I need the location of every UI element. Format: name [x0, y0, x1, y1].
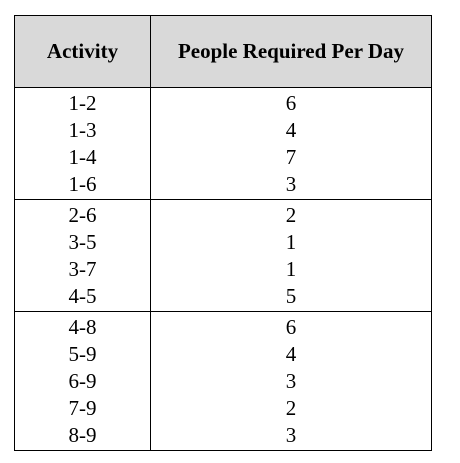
people-cell: 1: [285, 257, 297, 281]
people-cell: 6: [285, 315, 297, 339]
activity-cell: 1-6: [68, 172, 97, 196]
people-column: 6 4 7 3: [151, 88, 431, 199]
activity-cell: 1-3: [68, 118, 97, 142]
row-group-3: 4-8 5-9 6-9 7-9 8-9 6 4 3 2 3: [15, 312, 431, 450]
table-header-row: Activity People Required Per Day: [15, 16, 431, 88]
people-cell: 7: [285, 145, 297, 169]
people-cell: 4: [285, 118, 297, 142]
activity-column: 4-8 5-9 6-9 7-9 8-9: [15, 312, 151, 450]
activity-cell: 8-9: [68, 423, 97, 447]
header-activity: Activity: [15, 16, 151, 87]
activity-cell: 5-9: [68, 342, 97, 366]
activity-cell: 3-5: [68, 230, 97, 254]
activity-cell: 1-4: [68, 145, 97, 169]
people-cell: 3: [285, 423, 297, 447]
activity-cell: 1-2: [68, 91, 97, 115]
people-column: 6 4 3 2 3: [151, 312, 431, 450]
people-cell: 2: [285, 396, 297, 420]
activity-cell: 7-9: [68, 396, 97, 420]
people-column: 2 1 1 5: [151, 200, 431, 311]
activity-cell: 6-9: [68, 369, 97, 393]
row-group-2: 2-6 3-5 3-7 4-5 2 1 1 5: [15, 200, 431, 312]
activity-column: 2-6 3-5 3-7 4-5: [15, 200, 151, 311]
people-cell: 6: [285, 91, 297, 115]
row-group-1: 1-2 1-3 1-4 1-6 6 4 7 3: [15, 88, 431, 200]
activity-cell: 4-8: [68, 315, 97, 339]
people-cell: 3: [285, 369, 297, 393]
activity-cell: 2-6: [68, 203, 97, 227]
people-cell: 5: [285, 284, 297, 308]
activity-cell: 4-5: [68, 284, 97, 308]
activity-cell: 3-7: [68, 257, 97, 281]
activity-table: Activity People Required Per Day 1-2 1-3…: [14, 15, 432, 451]
activity-column: 1-2 1-3 1-4 1-6: [15, 88, 151, 199]
header-people-required: People Required Per Day: [177, 39, 405, 63]
people-cell: 3: [285, 172, 297, 196]
people-cell: 4: [285, 342, 297, 366]
people-cell: 1: [285, 230, 297, 254]
people-cell: 2: [285, 203, 297, 227]
